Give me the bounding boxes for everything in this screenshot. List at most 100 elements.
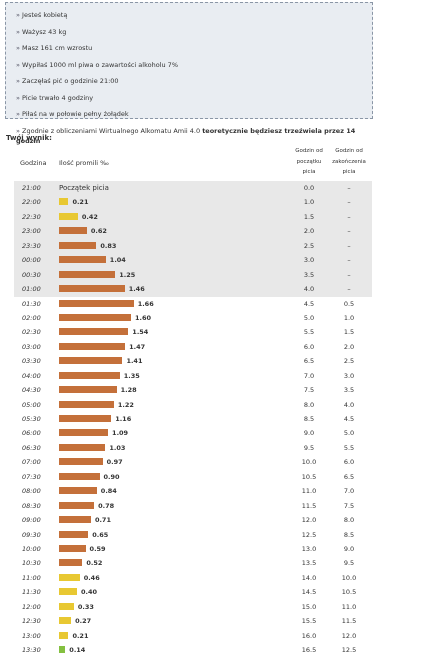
from-start: 9.0 xyxy=(303,429,315,438)
bullet: » xyxy=(16,60,23,69)
bar xyxy=(59,617,72,625)
promile-value: 1.47 xyxy=(129,342,146,351)
from-start: 3.5 xyxy=(303,270,315,279)
time: 05:00 xyxy=(22,400,41,409)
from-start: 4.5 xyxy=(303,299,315,308)
promile-value: 1.46 xyxy=(128,285,145,294)
bar xyxy=(59,270,116,278)
from-end: 3.0 xyxy=(343,371,355,380)
bar xyxy=(59,458,103,466)
from-start: 1.0 xyxy=(303,198,315,207)
from-end: 12.5 xyxy=(341,646,357,655)
from-end: 9.0 xyxy=(343,545,355,553)
summary-text: Zgodnie z obliczeniami Wirtualnego Alkom… xyxy=(22,126,201,135)
from-start: 6.0 xyxy=(303,342,315,351)
from-end: 7.5 xyxy=(343,501,355,510)
time: 11:30 xyxy=(22,588,41,597)
from-end: 11.5 xyxy=(341,617,357,626)
bar xyxy=(59,198,69,206)
summary-text: Masz 161 cm wzrostu xyxy=(22,44,93,52)
summary-item: » Piłaś na w połowie pełny żołądek xyxy=(16,109,361,119)
from-start: 15.0 xyxy=(301,602,317,611)
promile-value: 0.71 xyxy=(94,516,111,525)
from-start: 10.5 xyxy=(301,472,317,481)
promile-value: 1.28 xyxy=(120,386,137,395)
from-end: 8.0 xyxy=(343,516,355,525)
bar xyxy=(59,328,129,336)
from-end: – xyxy=(347,256,351,265)
promile-value: 1.09 xyxy=(112,429,129,438)
header-time: Godzina xyxy=(20,159,47,167)
promile-value: 1.60 xyxy=(135,313,152,322)
from-start: 1.5 xyxy=(303,212,315,221)
from-end: 5.5 xyxy=(343,443,355,452)
from-end: – xyxy=(347,198,351,207)
promile-value: 1.22 xyxy=(117,400,134,409)
summary-text: Jesteś kobietą xyxy=(22,11,68,19)
from-start: 13.5 xyxy=(301,559,317,568)
time: 13:00 xyxy=(22,631,41,640)
time: 03:00 xyxy=(22,342,41,351)
bar xyxy=(59,602,74,610)
from-start: 15.5 xyxy=(301,617,317,626)
from-start: 2.5 xyxy=(303,241,315,250)
bar xyxy=(59,559,83,567)
summary-item: » Picie trwało 4 godziny xyxy=(16,93,361,103)
time: 12:30 xyxy=(22,617,41,626)
time: 00:00 xyxy=(22,256,41,265)
bullet: » xyxy=(16,11,23,19)
from-start: 12.5 xyxy=(301,530,317,539)
from-end: 0.5 xyxy=(343,299,355,308)
time: 06:00 xyxy=(22,429,41,438)
time: 06:30 xyxy=(22,443,41,452)
bar xyxy=(59,545,86,552)
promile-value: 0.14 xyxy=(69,646,86,655)
summary-item: » Masz 161 cm wzrostu xyxy=(16,43,361,53)
bar xyxy=(59,285,125,293)
time: 09:00 xyxy=(22,516,41,525)
promile-value: 0.21 xyxy=(72,631,89,640)
summary-item: » Zaczęłaś pić o godzinie 21:00 xyxy=(16,76,361,86)
bar xyxy=(59,299,134,307)
time: 12:00 xyxy=(22,602,41,611)
bullet: » xyxy=(16,77,23,85)
from-end: 10.0 xyxy=(341,573,357,582)
time: 08:00 xyxy=(22,487,41,496)
promile-value: 0.78 xyxy=(98,501,115,510)
summary-item: » Ważysz 43 kg xyxy=(16,27,361,37)
from-end: 1.0 xyxy=(343,313,355,322)
promile-value: 0.62 xyxy=(90,227,107,236)
bar xyxy=(59,415,112,423)
bar xyxy=(59,386,117,394)
promile-value: 1.66 xyxy=(137,299,154,308)
bar xyxy=(59,400,114,408)
bar xyxy=(59,429,109,437)
promile-value: 1.16 xyxy=(115,415,132,424)
time: 03:30 xyxy=(22,357,41,366)
header-from-start: Godzin od początku picia xyxy=(295,148,323,175)
summary-text: Piłaś na w połowie pełny żołądek xyxy=(22,110,129,118)
bar xyxy=(59,443,106,451)
from-start: 7.5 xyxy=(303,386,315,395)
from-start: 0.0 xyxy=(303,184,315,192)
bar xyxy=(59,501,95,509)
promile-value: 0.21 xyxy=(72,198,89,207)
from-start: 11.5 xyxy=(301,501,317,510)
from-end: 2.5 xyxy=(343,357,355,366)
from-start: 16.5 xyxy=(301,646,317,655)
from-start: 5.0 xyxy=(303,313,315,322)
from-start: 4.0 xyxy=(303,285,315,294)
bar xyxy=(59,530,89,538)
time: 04:30 xyxy=(22,386,41,395)
from-end: – xyxy=(347,184,351,192)
promile-value: 1.35 xyxy=(123,371,140,380)
from-end: 4.5 xyxy=(343,415,355,424)
from-start: 7.0 xyxy=(303,371,315,380)
time: 00:30 xyxy=(22,270,41,279)
bar xyxy=(59,357,123,365)
time: 01:30 xyxy=(22,299,41,308)
from-start: 10.0 xyxy=(301,458,317,467)
time: 07:30 xyxy=(22,472,41,481)
summary-text: Ważysz 43 kg xyxy=(22,27,67,36)
from-end: 6.0 xyxy=(343,458,355,467)
